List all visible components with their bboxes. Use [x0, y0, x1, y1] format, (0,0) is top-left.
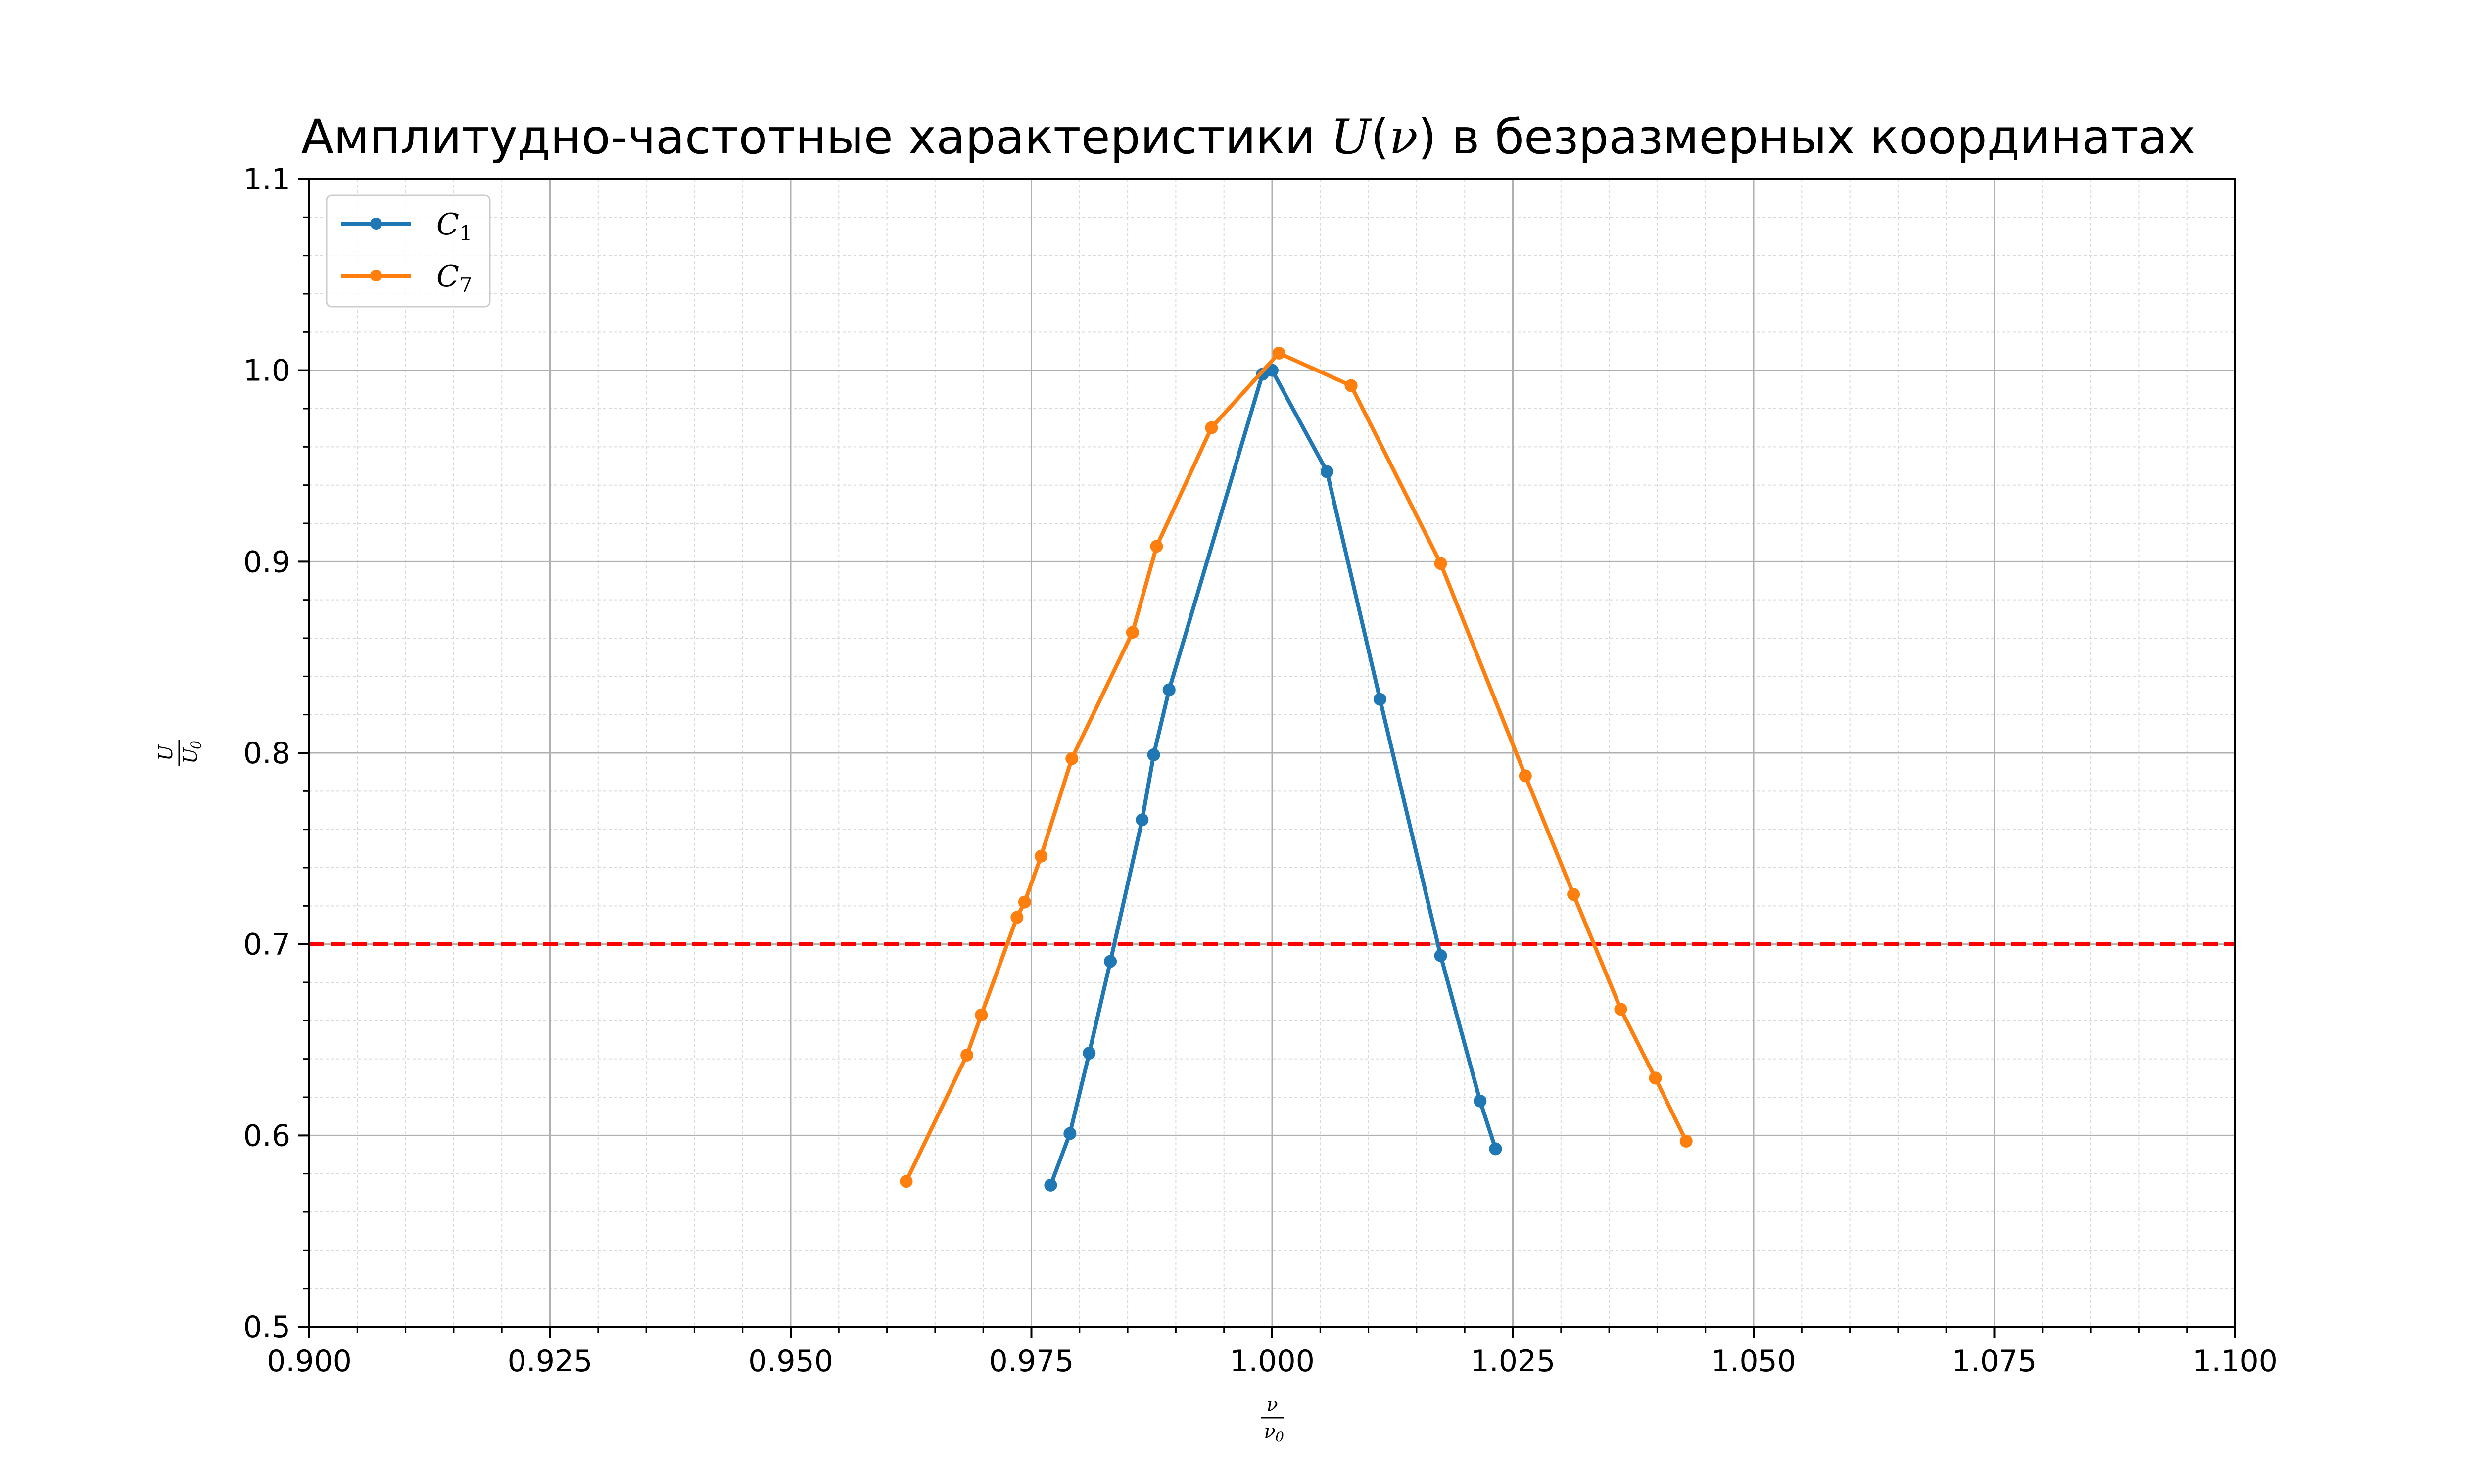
data-point-c7	[960, 1048, 974, 1062]
data-point-c1	[1474, 1094, 1487, 1108]
data-point-c1	[1044, 1178, 1057, 1192]
chart-title-math-arg: ν	[1389, 109, 1418, 165]
ticks	[298, 178, 2236, 1338]
legend-label-c1: C1	[436, 207, 473, 245]
legend-label-c7: C7	[436, 259, 473, 297]
legend-label-c1-sub: 1	[459, 221, 473, 245]
data-point-c1	[1266, 364, 1279, 377]
chart-title-paren-open: (	[1371, 109, 1389, 165]
data-point-c7	[1567, 888, 1580, 901]
series-line-c1	[1048, 368, 1498, 1187]
legend: C1 C7	[326, 194, 491, 308]
data-point-c1	[1136, 813, 1149, 827]
data-point-c1	[1063, 1127, 1077, 1140]
data-point-c1	[1373, 693, 1386, 706]
x-tick-labels: 0.900 0.925 0.950 0.975 1.000 1.025 1.050 1.075…	[267, 1344, 2278, 1379]
y-axis-label-denominator: U	[180, 747, 201, 764]
chart-title-paren-close: )	[1418, 109, 1436, 165]
legend-label-c7-base: C	[436, 259, 459, 294]
data-point-c1	[1489, 1142, 1502, 1156]
data-point-c7	[1065, 752, 1079, 765]
data-point-c7	[1205, 421, 1218, 434]
data-point-c7	[975, 1008, 988, 1021]
x-tick-label: 0.900	[267, 1344, 352, 1379]
x-tick-label: 0.975	[989, 1344, 1074, 1379]
y-axis-label-numerator: U	[155, 744, 177, 761]
y-tick-label: 0.7	[243, 928, 290, 962]
y-tick-labels: 0.5 0.6 0.7 0.8 0.9 1.0 1.1	[243, 162, 290, 1345]
y-tick-label: 1.1	[243, 162, 290, 197]
x-tick-label: 0.925	[508, 1344, 593, 1379]
x-tick-label: 1.050	[1711, 1344, 1796, 1379]
y-tick-label: 1.0	[243, 354, 290, 388]
x-tick-label: 0.950	[748, 1344, 833, 1379]
x-axis-label: ν ν 0	[1261, 1394, 1284, 1445]
chart-title-prefix: Амплитудно-частотные характеристики	[301, 109, 1331, 165]
y-tick-label: 0.9	[243, 545, 290, 579]
legend-label-c7-sub: 7	[459, 273, 473, 297]
data-point-c7	[1649, 1071, 1662, 1085]
chart-title: Амплитудно-частотные характеристики U(ν)…	[301, 109, 2195, 165]
legend-entry-c1: C1	[341, 207, 473, 245]
data-point-c1	[1147, 748, 1160, 761]
data-point-c7	[1344, 379, 1358, 392]
x-tick-label: 1.025	[1471, 1344, 1556, 1379]
y-tick-label: 0.5	[243, 1310, 290, 1345]
chart-title-suffix: в безразмерных координатах	[1436, 109, 2195, 165]
x-tick-label: 1.100	[2192, 1344, 2278, 1379]
legend-marker-c1	[370, 218, 382, 230]
y-axis-label: U U 0	[155, 740, 204, 766]
x-tick-label: 1.075	[1952, 1344, 2037, 1379]
data-point-c7	[1272, 346, 1285, 360]
data-point-c1	[1434, 949, 1447, 962]
data-point-c7	[1519, 769, 1532, 783]
chart-title-math-var: U	[1331, 109, 1372, 165]
legend-marker-c7	[370, 270, 382, 281]
data-point-c7	[1034, 849, 1047, 863]
data-point-c1	[1104, 955, 1117, 968]
data-point-c7	[1126, 626, 1139, 639]
data-point-c7	[1614, 1003, 1627, 1016]
y-tick-label: 0.6	[243, 1118, 290, 1153]
series-lines	[900, 346, 1693, 1192]
x-axis-label-denominator: ν	[1264, 1420, 1275, 1442]
data-point-c1	[1320, 465, 1333, 478]
y-tick-label: 0.8	[243, 736, 290, 771]
data-point-c1	[1083, 1047, 1096, 1060]
data-point-c7	[1434, 557, 1447, 570]
legend-label-c1-base: C	[436, 207, 459, 242]
data-point-c7	[1010, 911, 1024, 924]
legend-entry-c7: C7	[341, 259, 473, 297]
data-point-c7	[900, 1175, 913, 1188]
data-point-c7	[1018, 895, 1031, 909]
series-line-c7	[904, 351, 1688, 1184]
data-point-c7	[1150, 540, 1163, 553]
x-tick-label: 1.000	[1230, 1344, 1315, 1379]
x-axis-label-numerator: ν	[1266, 1394, 1278, 1416]
y-axis-label-denominator-sub: 0	[188, 741, 204, 749]
data-point-c1	[1162, 683, 1176, 696]
data-point-c7	[1679, 1134, 1693, 1148]
x-axis-label-denominator-sub: 0	[1275, 1429, 1284, 1445]
